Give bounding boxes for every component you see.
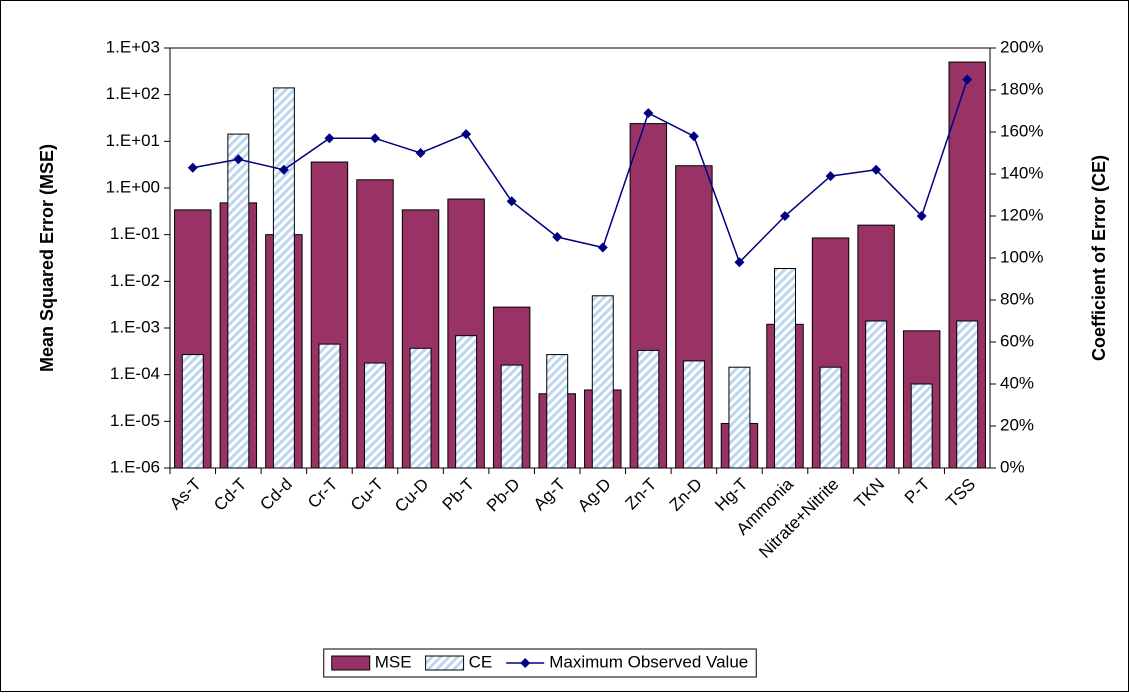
bar bbox=[728, 366, 751, 469]
legend-item: MSE bbox=[331, 652, 412, 671]
y-tick-label: 1.E-06 bbox=[110, 457, 160, 476]
bar bbox=[227, 133, 250, 469]
marker bbox=[597, 242, 608, 253]
bar bbox=[682, 360, 705, 469]
bar bbox=[409, 347, 432, 469]
y2-tick-label: 80% bbox=[1000, 289, 1034, 308]
bar bbox=[956, 320, 979, 469]
marker bbox=[506, 196, 517, 207]
bar bbox=[910, 383, 933, 469]
legend-item: Maximum Observed Value bbox=[506, 652, 748, 671]
marker bbox=[688, 131, 699, 142]
legend-swatch bbox=[425, 655, 465, 671]
y2-tick-label: 100% bbox=[1000, 247, 1043, 266]
marker bbox=[370, 133, 380, 144]
y2-tick-label: 140% bbox=[1000, 163, 1043, 182]
y-tick-label: 1.E-05 bbox=[110, 411, 160, 430]
y-tick-label: 1.E+02 bbox=[106, 84, 160, 103]
plot-area bbox=[169, 47, 991, 469]
marker bbox=[962, 74, 973, 85]
legend-label: MSE bbox=[375, 652, 412, 671]
y2-tick-label: 0% bbox=[1000, 457, 1025, 476]
marker bbox=[643, 108, 654, 119]
bar bbox=[500, 364, 523, 469]
bar bbox=[865, 320, 888, 469]
y-tick-label: 1.E-01 bbox=[110, 224, 160, 243]
bar bbox=[774, 268, 796, 469]
marker bbox=[552, 232, 563, 242]
y2-tick-label: 40% bbox=[1000, 373, 1034, 392]
marker bbox=[916, 211, 927, 221]
y-tick-label: 1.E+00 bbox=[106, 177, 160, 196]
marker bbox=[871, 164, 882, 175]
y-tick-label: 1.E+03 bbox=[106, 37, 160, 56]
y2-tick-label: 160% bbox=[1000, 121, 1043, 140]
y2-axis-title: Coefficient of Error (CE) bbox=[1089, 155, 1109, 361]
marker bbox=[461, 129, 472, 140]
legend-marker bbox=[520, 658, 531, 668]
y-tick-label: 1.E-03 bbox=[110, 317, 160, 336]
marker bbox=[278, 164, 289, 175]
marker bbox=[734, 257, 745, 268]
y-tick-label: 1.E+01 bbox=[106, 131, 160, 150]
line bbox=[192, 79, 968, 264]
legend bbox=[323, 648, 757, 678]
bar bbox=[318, 343, 341, 469]
y-tick-label: 1.E-02 bbox=[110, 271, 160, 290]
y2-tick-label: 120% bbox=[1000, 205, 1043, 224]
marker bbox=[324, 133, 335, 144]
bar bbox=[181, 354, 204, 469]
legend-label: CE bbox=[469, 652, 493, 671]
y2-tick-label: 200% bbox=[1000, 37, 1043, 56]
y-tick-label: 1.E-04 bbox=[110, 364, 160, 383]
bar bbox=[272, 87, 295, 469]
y-axis-title: Mean Squared Error (MSE) bbox=[37, 144, 57, 372]
bar bbox=[819, 366, 842, 469]
marker bbox=[187, 162, 198, 173]
marker bbox=[780, 211, 790, 221]
legend-label: Maximum Observed Value bbox=[549, 652, 748, 671]
bar bbox=[591, 295, 614, 469]
legend-swatch bbox=[331, 655, 371, 671]
marker bbox=[825, 171, 836, 182]
y2-tick-label: 180% bbox=[1000, 79, 1043, 98]
bar bbox=[364, 362, 386, 469]
bar bbox=[546, 354, 569, 469]
bar bbox=[637, 349, 660, 469]
marker bbox=[233, 154, 244, 165]
y2-tick-label: 60% bbox=[1000, 331, 1034, 350]
legend-item: CE bbox=[425, 652, 493, 671]
y2-tick-label: 20% bbox=[1000, 415, 1034, 434]
bar bbox=[455, 335, 478, 469]
marker bbox=[415, 148, 426, 158]
